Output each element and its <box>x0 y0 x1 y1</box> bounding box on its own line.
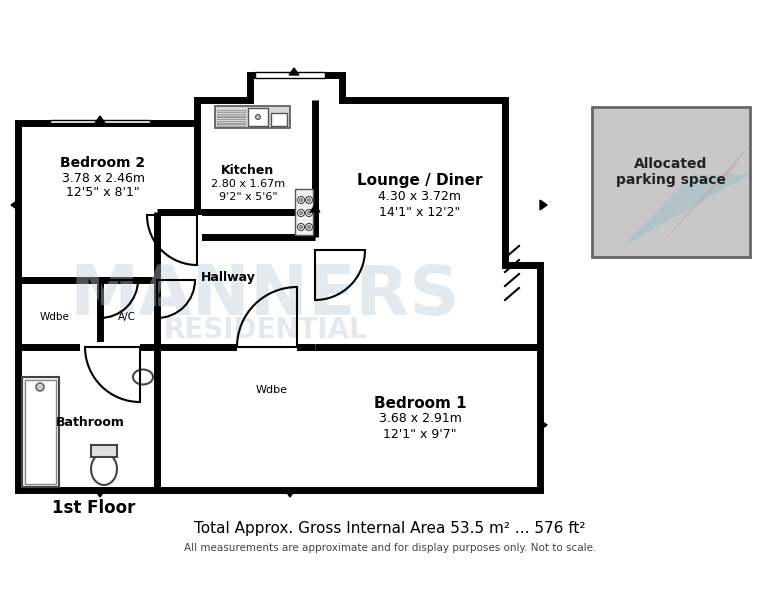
Bar <box>193 215 202 265</box>
Circle shape <box>307 211 310 215</box>
Bar <box>50 119 150 124</box>
Polygon shape <box>657 145 750 247</box>
Bar <box>237 342 297 351</box>
Text: Wdbe: Wdbe <box>40 312 70 322</box>
Polygon shape <box>622 174 750 247</box>
Text: 12'1" x 9'7": 12'1" x 9'7" <box>383 427 457 440</box>
Text: Bedroom 2: Bedroom 2 <box>61 156 146 170</box>
Text: 1st Floor: 1st Floor <box>52 499 135 517</box>
Polygon shape <box>540 200 547 210</box>
Bar <box>217 121 245 123</box>
Bar <box>248 108 268 126</box>
Circle shape <box>306 196 313 203</box>
Text: Bedroom 1: Bedroom 1 <box>374 396 466 411</box>
Text: MANNERS: MANNERS <box>70 261 460 328</box>
Bar <box>255 72 325 78</box>
Ellipse shape <box>133 369 153 384</box>
Text: Wdbe: Wdbe <box>256 385 288 395</box>
Text: Allocated
parking space: Allocated parking space <box>616 157 726 187</box>
Text: 2.80 x 1.67m: 2.80 x 1.67m <box>211 179 285 189</box>
Bar <box>217 124 245 126</box>
Polygon shape <box>310 205 320 212</box>
Circle shape <box>256 114 260 120</box>
Bar <box>25 380 56 484</box>
Polygon shape <box>18 75 540 490</box>
Text: 9'2" x 5'6": 9'2" x 5'6" <box>219 192 277 202</box>
Text: Hallway: Hallway <box>200 271 256 283</box>
Bar <box>217 114 245 115</box>
Circle shape <box>306 209 313 217</box>
Text: 12'5" x 8'1": 12'5" x 8'1" <box>66 186 140 199</box>
Circle shape <box>36 383 44 391</box>
Circle shape <box>297 196 304 203</box>
Circle shape <box>300 199 303 202</box>
Bar <box>215 106 290 128</box>
Bar <box>22 377 59 487</box>
Ellipse shape <box>91 453 117 485</box>
Text: 14'1" x 12'2": 14'1" x 12'2" <box>379 205 461 218</box>
Circle shape <box>300 211 303 215</box>
Circle shape <box>306 224 313 230</box>
Polygon shape <box>289 68 299 75</box>
Polygon shape <box>540 420 547 430</box>
Bar <box>271 113 287 126</box>
Text: A/C: A/C <box>118 312 136 322</box>
Text: 3.78 x 2.46m: 3.78 x 2.46m <box>61 171 144 184</box>
Text: All measurements are approximate and for display purposes only. Not to scale.: All measurements are approximate and for… <box>184 543 596 553</box>
Polygon shape <box>11 200 18 210</box>
Text: RESIDENTIAL: RESIDENTIAL <box>163 316 367 344</box>
Bar <box>295 189 313 235</box>
Bar <box>91 445 117 457</box>
Text: 3.68 x 2.91m: 3.68 x 2.91m <box>379 412 462 425</box>
Bar <box>80 342 140 351</box>
Circle shape <box>297 224 304 230</box>
Text: Lounge / Diner: Lounge / Diner <box>357 173 483 187</box>
Bar <box>592 107 750 257</box>
Text: 4.30 x 3.72m: 4.30 x 3.72m <box>379 190 462 203</box>
Text: Bathroom: Bathroom <box>55 416 124 430</box>
Circle shape <box>307 226 310 228</box>
Circle shape <box>307 199 310 202</box>
Polygon shape <box>285 490 295 497</box>
Polygon shape <box>95 116 105 123</box>
Polygon shape <box>95 490 105 497</box>
Bar <box>217 110 245 112</box>
Bar <box>217 117 245 119</box>
Bar <box>50 120 150 123</box>
Text: Total Approx. Gross Internal Area 53.5 m² ... 576 ft²: Total Approx. Gross Internal Area 53.5 m… <box>194 521 586 537</box>
Circle shape <box>297 209 304 217</box>
Text: Kitchen: Kitchen <box>221 164 275 177</box>
Circle shape <box>300 226 303 228</box>
Bar <box>311 250 320 300</box>
